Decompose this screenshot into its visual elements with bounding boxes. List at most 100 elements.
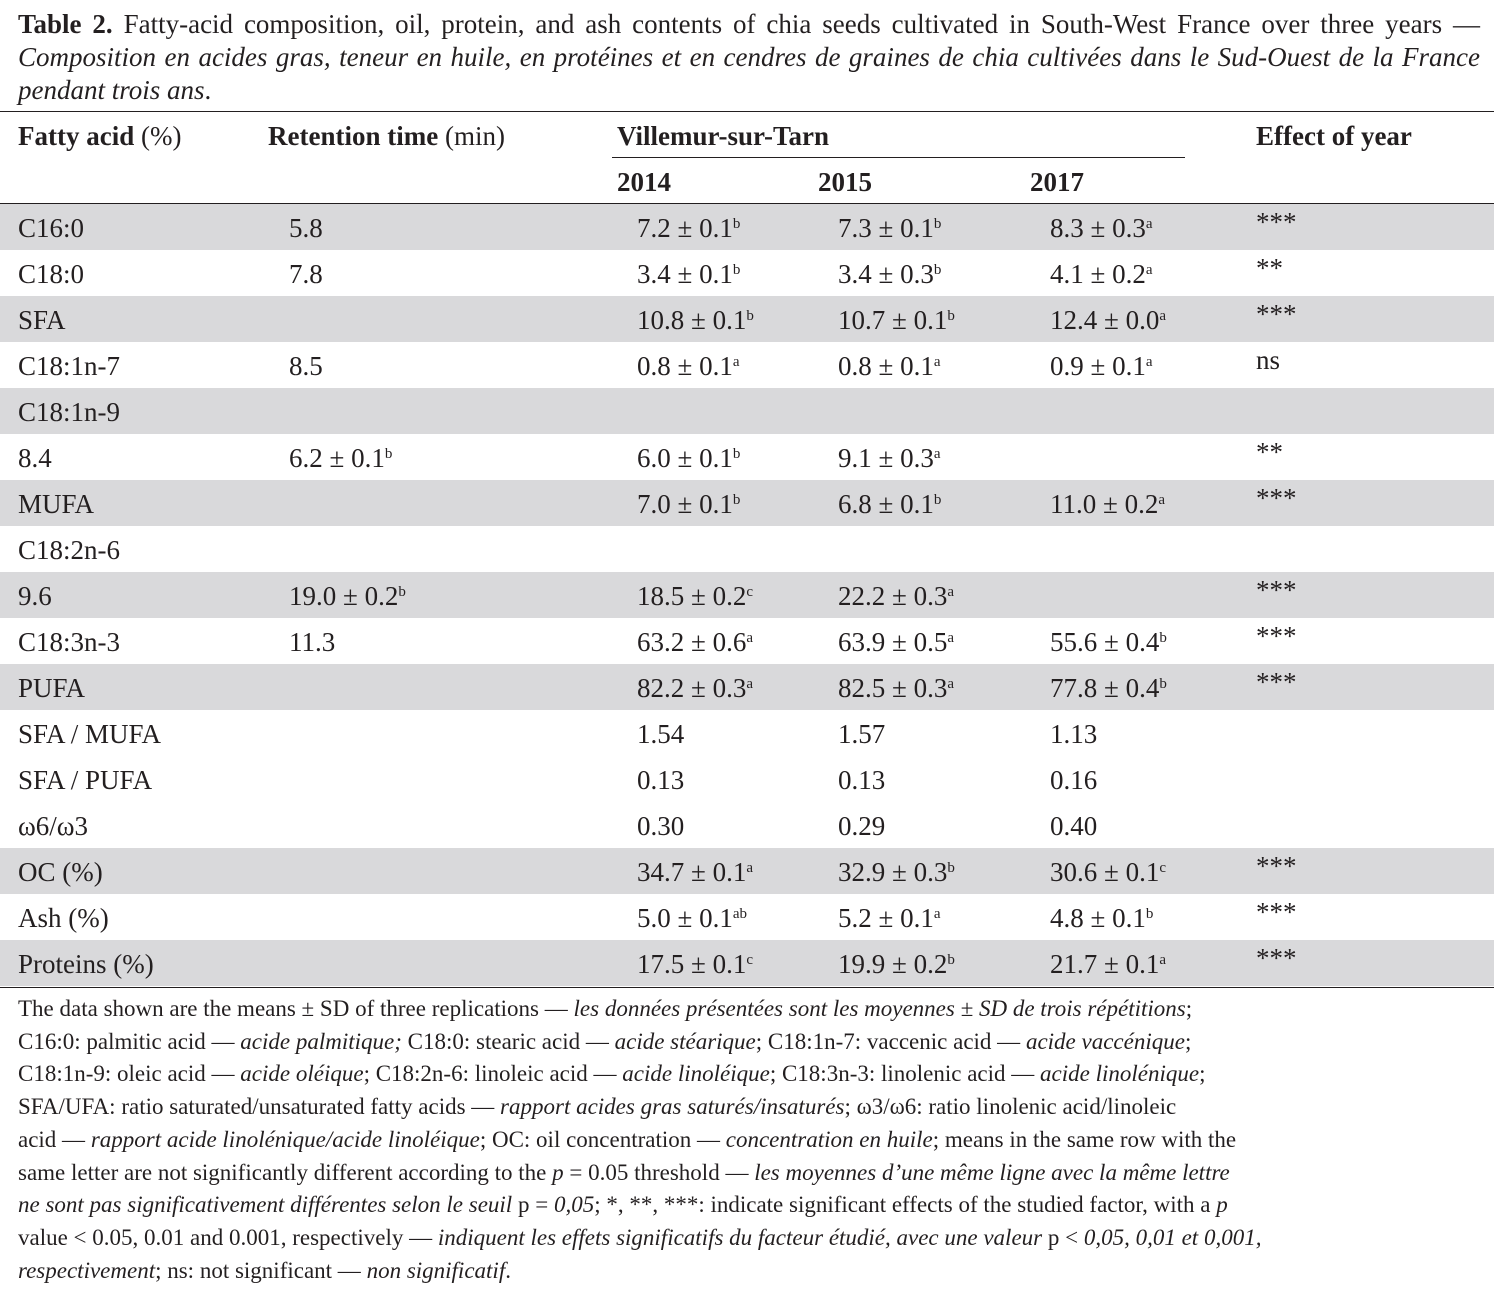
footnote-text: C16:0: palmitic acid — [18, 1028, 241, 1054]
fatty-acid-cell: C18:1n-7 [18, 351, 121, 381]
footnote-text: . [505, 1257, 511, 1283]
footnote-french-text: acide stéarique [614, 1028, 756, 1054]
table-row: Ash (%) 5.0 ± 0.1ab 5.2 ± 0.1a 4.8 ± 0.1b **… [0, 894, 1494, 940]
significance-letter: b [732, 446, 741, 462]
effect-of-year-cell: ns [1256, 345, 1281, 375]
header-effect-of-year: Effect of year [1256, 121, 1412, 151]
value-2017-cell: 21.7 ± 0.1a [1050, 949, 1166, 979]
fatty-acid-cell: 8.4 [18, 443, 52, 473]
effect-of-year-cell: *** [1256, 207, 1297, 237]
footnote-text: ; [1185, 996, 1193, 1021]
table-label: Table 2. [18, 9, 113, 39]
table-row: PUFA 82.2 ± 0.3a 82.5 ± 0.3a 77.8 ± 0.4b *** [0, 664, 1494, 710]
footnote-french-text: acide linolénique [1040, 1061, 1200, 1087]
value-2014-cell: 34.7 ± 0.1a [637, 857, 753, 887]
significance-letter: b [384, 446, 393, 462]
value-2017-cell: 4.1 ± 0.2a [1050, 259, 1153, 289]
value-2017-cell: 4.8 ± 0.1b [1050, 903, 1154, 933]
retention-time-cell: 6.2 ± 0.1b [289, 443, 393, 473]
significance-letter: a [933, 906, 941, 922]
value-2017-cell: 55.6 ± 0.4b [1050, 627, 1167, 657]
value-2017-cell: 12.4 ± 0.0a [1050, 305, 1166, 335]
value-2017-cell: 77.8 ± 0.4b [1050, 673, 1167, 703]
significance-letter: b [732, 262, 741, 278]
table-footnote: The data shown are the means ± SD of thr… [18, 993, 1480, 1287]
fatty-acid-cell: Proteins (%) [18, 949, 154, 979]
header-year-2017: 2017 [1030, 167, 1084, 197]
value-2015-cell: 0.8 ± 0.1a [838, 351, 941, 381]
footnote-french-text: acide palmitique; [240, 1028, 402, 1054]
fatty-acid-cell: C18:1n-9 [18, 397, 121, 427]
significance-letter: b [398, 584, 406, 600]
footnote-french-text: concentration en huile [725, 1126, 933, 1152]
footnote-text: ; C18:3n-3: linolenic acid — [769, 1061, 1041, 1087]
footnote-text: ; [1199, 1061, 1206, 1087]
table-row: 9.6 19.0 ± 0.2b 18.5 ± 0.2c 22.2 ± 0.3a *** [0, 572, 1494, 618]
significance-letter: b [947, 860, 955, 876]
fatty-acid-cell: MUFA [18, 489, 95, 519]
footnote-french-text: rapport acide linolénique/acide linoléiq… [90, 1126, 480, 1152]
footnote-text: ; ω3/ω6: ratio linolenic acid/linoleic [844, 1094, 1177, 1120]
value-2015-cell: 1.57 [838, 719, 886, 749]
value-2015-cell: 5.2 ± 0.1a [838, 903, 941, 933]
effect-of-year-cell: *** [1256, 483, 1297, 513]
footnote-text: acid — [18, 1126, 91, 1152]
value-2014-cell: 17.5 ± 0.1c [637, 949, 753, 979]
header-location: Villemur-sur-Tarn [617, 121, 829, 151]
value-2015-cell: 3.4 ± 0.3b [838, 259, 942, 289]
significance-letter: a [732, 354, 740, 370]
value-2014-cell: 10.8 ± 0.1b [637, 305, 754, 335]
value-2017-cell: 0.9 ± 0.1a [1050, 351, 1153, 381]
footnote-text: ; C18:2n-6: linoleic acid — [363, 1061, 623, 1087]
significance-letter: a [947, 584, 954, 600]
significance-letter: b [933, 262, 942, 278]
value-2015-cell: 32.9 ± 0.3b [838, 857, 955, 887]
significance-letter: a [933, 446, 941, 462]
value-2015-cell: 9.1 ± 0.3a [838, 443, 941, 473]
value-2015-cell: 22.2 ± 0.3a [838, 581, 954, 611]
footnote-french-text: acide oléique [240, 1061, 364, 1087]
effect-of-year-cell: *** [1256, 621, 1297, 651]
significance-letter: a [947, 630, 954, 646]
retention-time-cell: 8.5 [289, 351, 323, 381]
header-retention-time: Retention time (min) [268, 121, 505, 151]
footnote-text: ; means in the same row with the [932, 1126, 1237, 1152]
significance-letter: b [947, 952, 955, 968]
value-2017-cell: 0.40 [1050, 811, 1098, 841]
table-row: MUFA 7.0 ± 0.1b 6.8 ± 0.1b 11.0 ± 0.2a *** [0, 480, 1494, 526]
value-2014-cell: 5.0 ± 0.1ab [637, 903, 747, 933]
footnote-line: respectivement; ns: not significant — no… [18, 1255, 1480, 1288]
value-2014-cell: 0.8 ± 0.1a [637, 351, 740, 381]
caption-english: Fatty-acid composition, oil, protein, an… [123, 9, 1481, 39]
top-rule [0, 111, 1494, 112]
value-2014-cell: 63.2 ± 0.6a [637, 627, 753, 657]
footnote-french-text: 0,05, 0,01 et 0,001, [1083, 1224, 1262, 1250]
footnote-text: = 0.05 threshold — [563, 1159, 755, 1185]
footnote-text: ; C18:1n-7: vaccenic acid — [755, 1028, 1026, 1054]
header-rule [0, 203, 1494, 204]
significance-letter: b [1159, 630, 1167, 646]
footnote-line: The data shown are the means ± SD of thr… [18, 993, 1480, 1026]
fatty-acid-cell: ω6/ω3 [18, 811, 89, 841]
value-2014-cell: 0.13 [637, 765, 685, 795]
fatty-acid-cell: OC (%) [18, 857, 103, 887]
footnote-line: same letter are not significantly differ… [18, 1157, 1480, 1190]
significance-letter: a [933, 354, 941, 370]
effect-of-year-cell: *** [1256, 851, 1297, 881]
significance-letter: b [732, 492, 741, 508]
fatty-acid-cell: Ash (%) [18, 903, 109, 933]
significance-letter: a [746, 860, 753, 876]
significance-letter: b [1159, 676, 1167, 692]
table-row: OC (%) 34.7 ± 0.1a 32.9 ± 0.3b 30.6 ± 0.1c *… [0, 848, 1494, 894]
bottom-rule [0, 987, 1494, 988]
footnote-line: value < 0.05, 0.01 and 0.001, respective… [18, 1222, 1480, 1255]
significance-letter: a [1145, 262, 1153, 278]
footnote-line: C18:1n-9: oleic acid — acide oléique; C1… [18, 1058, 1480, 1091]
significance-letter: c [1159, 860, 1166, 876]
footnote-text: The data shown are the means ± SD of thr… [18, 996, 574, 1021]
footnote-text: ; [1184, 1028, 1192, 1054]
value-2014-cell: 6.0 ± 0.1b [637, 443, 741, 473]
effect-of-year-cell: *** [1256, 299, 1297, 329]
effect-of-year-cell: ** [1256, 437, 1283, 467]
retention-time-cell: 7.8 [289, 259, 323, 289]
